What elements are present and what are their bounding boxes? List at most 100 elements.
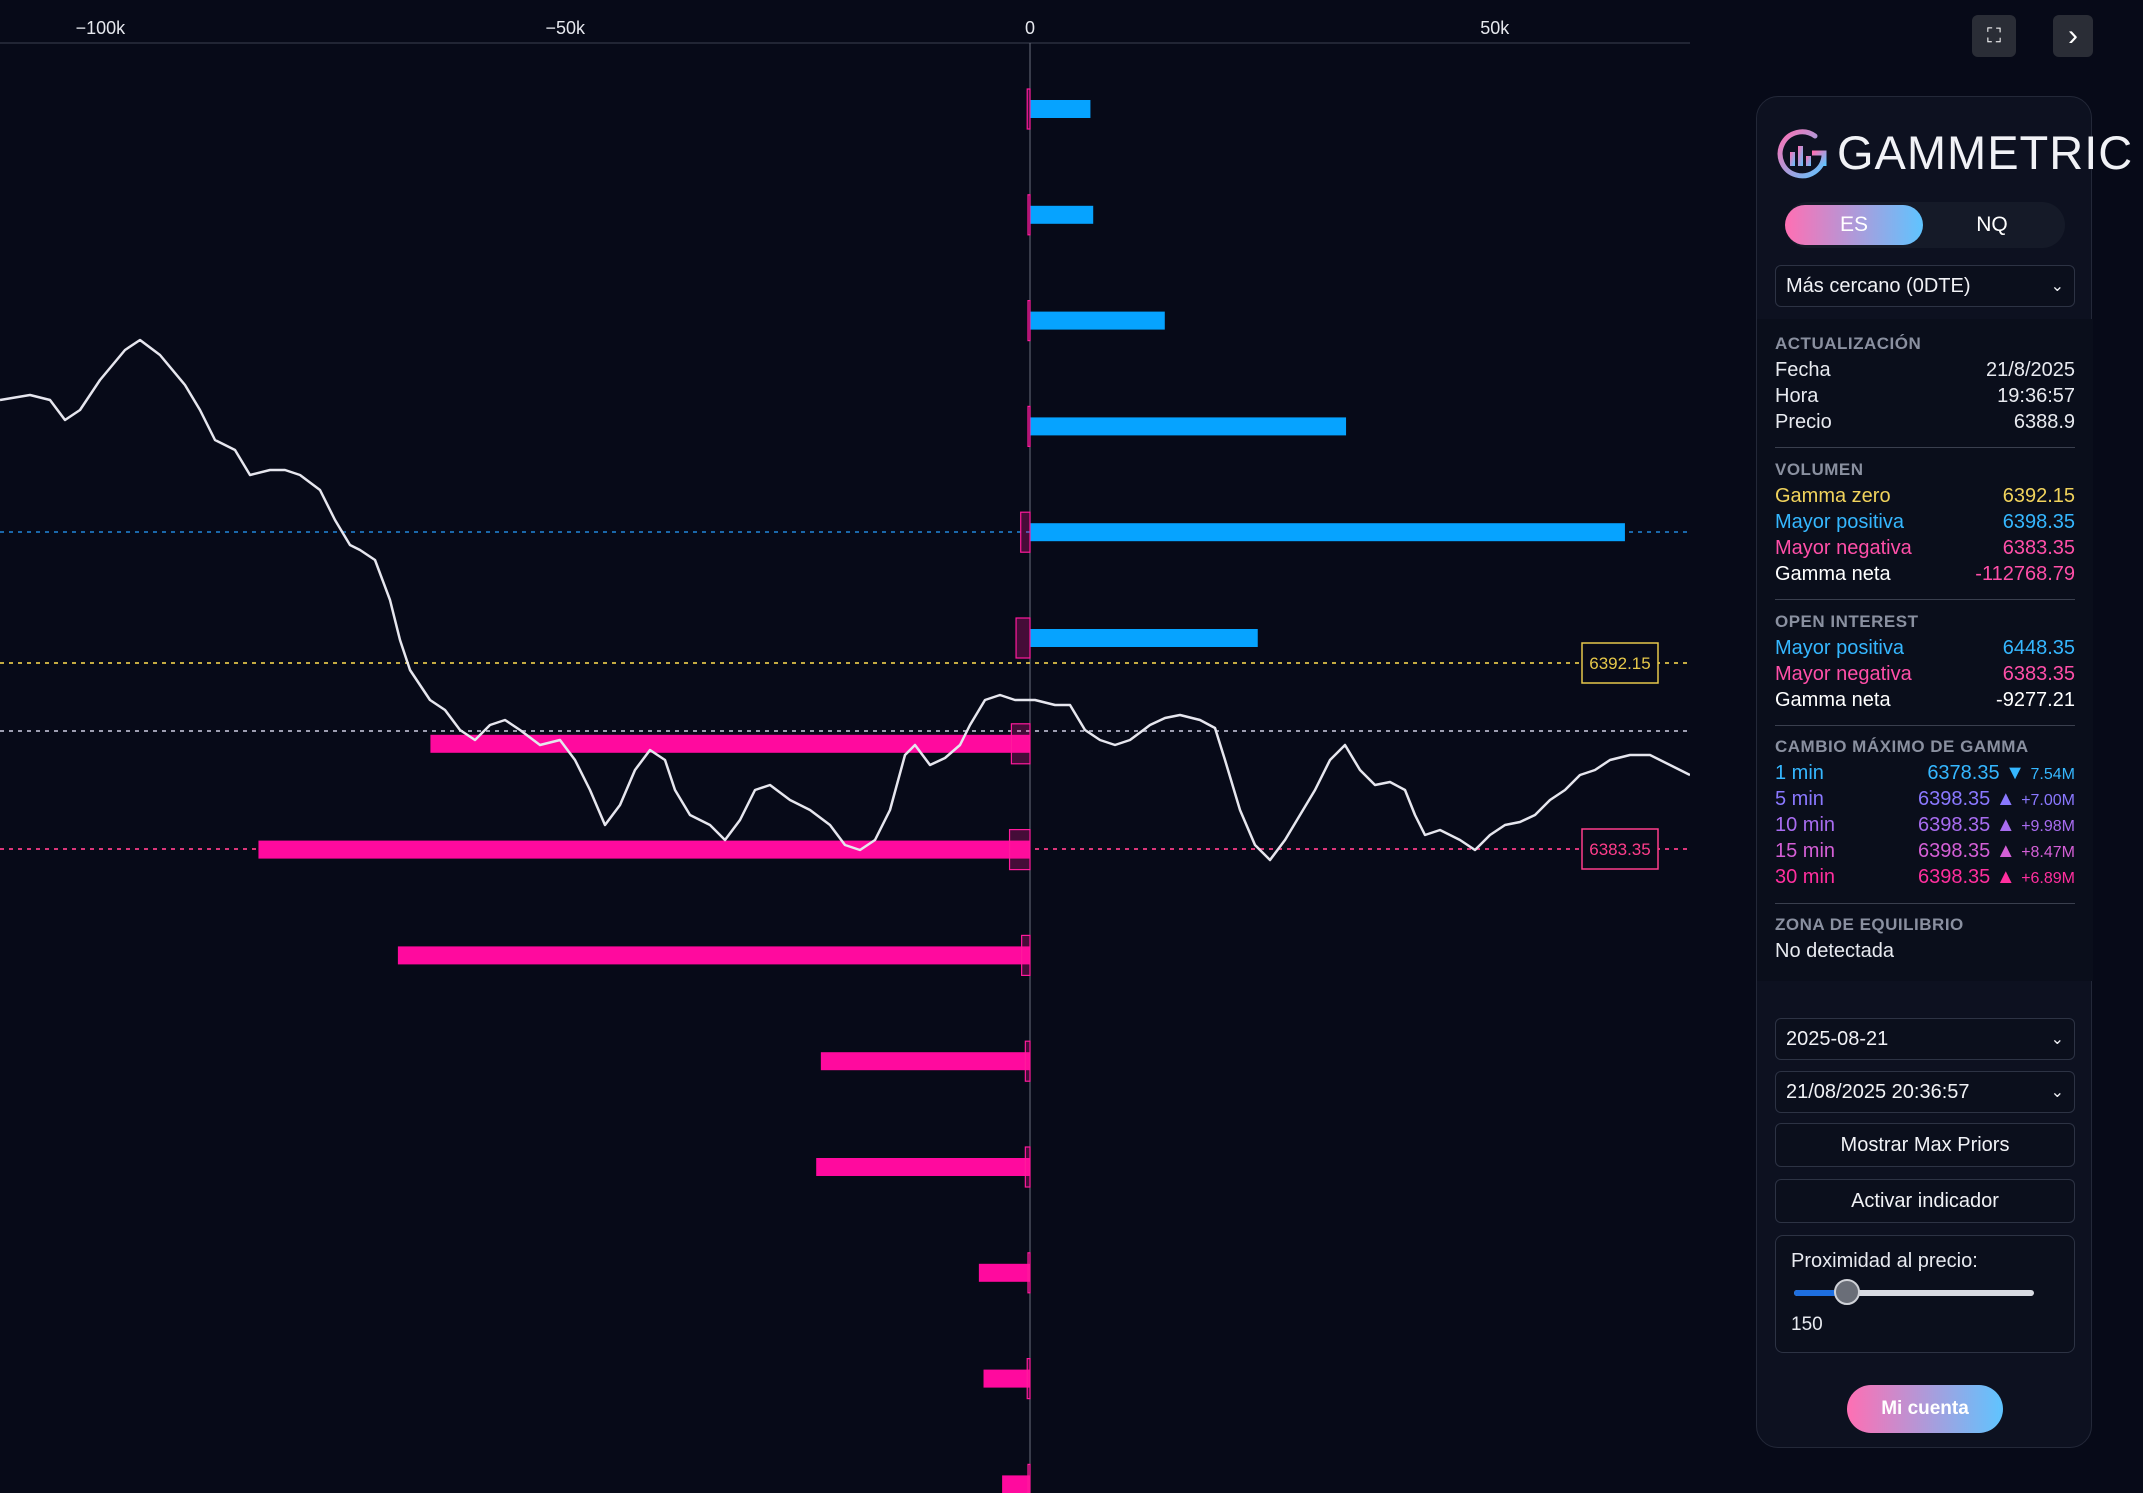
fullscreen-button[interactable]: ⛶: [1972, 15, 2016, 57]
open-interest-marker: [1024, 1146, 1031, 1188]
change-5min-value: 6398.35 ▲: [1917, 788, 2016, 810]
proximity-slider-track[interactable]: [1794, 1279, 2034, 1305]
change-15min-value: 6398.35 ▲: [1917, 840, 2016, 862]
level-value-box: [1581, 828, 1659, 870]
divider: [1775, 599, 2075, 600]
x-tick-label: 0: [1025, 18, 1035, 38]
open-interest-section: OPEN INTEREST Mayor positiva 6448.35 Mayo…: [1775, 609, 2075, 713]
section-title: ACTUALIZACIÓN: [1775, 334, 1922, 353]
proximity-slider-fill: [1794, 1290, 1847, 1296]
expiry-select-value: Más cercano (0DTE): [1786, 274, 1971, 297]
time-value: 19:36:57: [1997, 385, 2075, 407]
gamma-zero-label: Gamma zero: [1775, 485, 1891, 507]
chevron-down-icon: ⌄: [2050, 1031, 2064, 1048]
change-30min-value: 6398.35 ▲: [1917, 866, 2016, 888]
max-priors-button[interactable]: Mostrar Max Priors: [1775, 1123, 2075, 1167]
open-interest-marker: [1026, 1357, 1031, 1400]
volume-bar[interactable]: [1030, 205, 1094, 224]
chevron-down-icon: ⌄: [2050, 1084, 2064, 1101]
net-gamma-value: -112768.79: [1975, 563, 2075, 585]
section-title: OPEN INTEREST: [1775, 612, 1919, 631]
volume-bar[interactable]: [1030, 523, 1625, 542]
change-1min-label: 1 min: [1775, 762, 1824, 784]
date-label: Fecha: [1775, 359, 1831, 381]
volume-bar[interactable]: [978, 1263, 1030, 1282]
volume-bar[interactable]: [430, 734, 1030, 753]
brand-name: GAMMETRIC: [1837, 126, 2134, 179]
open-interest-marker: [1027, 1463, 1031, 1493]
price-value: 6388.9: [2013, 411, 2075, 433]
collapse-panel-button[interactable]: ›: [2053, 15, 2093, 57]
level-value-label: 6383.35: [1589, 840, 1650, 859]
change-1min-value: 6378.35 ▼: [1927, 762, 2025, 784]
x-tick-label: 50k: [1480, 18, 1510, 38]
equilibrium-section: ZONA DE EQUILIBRIO No detectada: [1775, 912, 2075, 964]
datetime-select[interactable]: 21/08/2025 20:36:57 ⌄: [1775, 1071, 2075, 1113]
date-value: 21/8/2025: [1986, 359, 2075, 381]
volume-bar[interactable]: [1030, 100, 1091, 118]
indicator-button[interactable]: Activar indicador: [1775, 1179, 2075, 1223]
date-select-value: 2025-08-21: [1786, 1027, 1889, 1050]
gamma-zero-value: 6392.15: [2002, 485, 2075, 507]
volume-bar[interactable]: [258, 840, 1031, 859]
open-interest-marker: [1015, 617, 1031, 659]
proximity-value: 150: [1791, 1314, 1823, 1335]
section-title: CAMBIO MÁXIMO DE GAMMA: [1775, 737, 2029, 756]
level-value-box: [1581, 642, 1659, 684]
oi-max-positive-label: Mayor positiva: [1775, 637, 1904, 659]
volume-section: VOLUMEN Gamma zero 6392.15 Mayor positiva…: [1775, 457, 2075, 587]
chevron-down-icon: ⌄: [2050, 278, 2064, 295]
volume-bar[interactable]: [820, 1052, 1030, 1071]
section-title: VOLUMEN: [1775, 460, 1864, 479]
oi-max-positive-value: 6448.35: [2002, 637, 2075, 659]
oi-max-negative-label: Mayor negativa: [1775, 663, 1912, 685]
brand-logo: GAMMETRIC: [1775, 125, 2133, 180]
change-15min-delta: +8.47M: [2021, 844, 2075, 861]
equilibrium-value: No detectada: [1775, 940, 1894, 962]
proximity-label: Proximidad al precio:: [1791, 1250, 1978, 1272]
open-interest-marker: [1026, 88, 1031, 130]
max-negative-label: Mayor negativa: [1775, 537, 1912, 559]
volume-bar[interactable]: [816, 1158, 1030, 1176]
gammetric-logo-icon: [1777, 128, 1827, 178]
date-select[interactable]: 2025-08-21 ⌄: [1775, 1018, 2075, 1060]
tab-nq[interactable]: NQ: [1976, 213, 2008, 236]
volume-bar[interactable]: [397, 946, 1030, 965]
open-interest-marker: [1027, 405, 1031, 447]
expand-icon: ⛶: [1987, 24, 2001, 47]
divider: [1775, 903, 2075, 904]
section-title: ZONA DE EQUILIBRIO: [1775, 915, 1964, 934]
open-interest-marker: [1027, 194, 1031, 236]
change-10min-delta: +9.98M: [2021, 818, 2075, 835]
x-tick-label: −100k: [76, 18, 127, 38]
expiry-select[interactable]: Más cercano (0DTE) ⌄: [1775, 265, 2075, 307]
proximity-control: Proximidad al precio: 150: [1775, 1235, 2075, 1353]
change-10min-value: 6398.35 ▲: [1917, 814, 2016, 836]
volume-bar[interactable]: [983, 1369, 1030, 1388]
time-label: Hora: [1775, 385, 1819, 407]
info-section: [1757, 319, 2093, 981]
open-interest-marker: [1020, 511, 1031, 553]
volume-bar[interactable]: [1030, 417, 1347, 436]
price-line: [0, 338, 1690, 862]
max-positive-label: Mayor positiva: [1775, 511, 1904, 533]
change-1min-delta: 7.54M: [2030, 766, 2075, 783]
account-button[interactable]: Mi cuenta: [1847, 1385, 2003, 1433]
max-positive-value: 6398.35: [2002, 511, 2075, 533]
proximity-slider-thumb[interactable]: [1833, 1279, 1860, 1305]
change-30min-delta: +6.89M: [2021, 870, 2075, 887]
change-5min-delta: +7.00M: [2021, 792, 2075, 809]
price-label: Precio: [1775, 411, 1832, 433]
x-tick-label: −50k: [545, 18, 586, 38]
open-interest-marker: [1008, 828, 1031, 871]
open-interest-marker: [1021, 934, 1031, 977]
divider: [1775, 447, 2075, 448]
volume-bar[interactable]: [1030, 311, 1165, 330]
update-section: ACTUALIZACIÓN Fecha 21/8/2025 Hora 19:36:5…: [1775, 331, 2075, 435]
volume-bar[interactable]: [1030, 629, 1258, 647]
gamma-exposure-chart[interactable]: −100k −50k 0 50k 6392.15 6383.35: [0, 0, 1690, 1493]
volume-bar[interactable]: [1002, 1475, 1030, 1493]
max-change-section: CAMBIO MÁXIMO DE GAMMA 1 min 6378.35 ▼ 7.…: [1775, 734, 2075, 890]
tab-es[interactable]: ES: [1785, 205, 1923, 245]
control-panel: GAMMETRIC ES NQ Más cercano (0DTE) ⌄ ACT…: [1756, 96, 2132, 1448]
